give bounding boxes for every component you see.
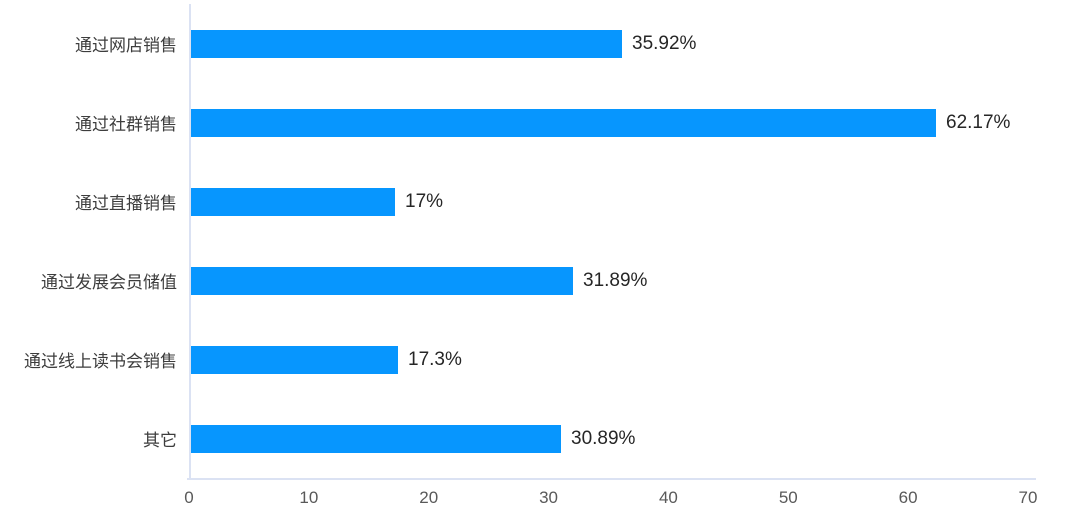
x-tick-label: 10 bbox=[299, 488, 319, 507]
x-tick-label: 0 bbox=[184, 488, 194, 507]
category-label: 通过线上读书会销售 bbox=[24, 352, 177, 371]
category-label: 通过社群销售 bbox=[75, 115, 177, 134]
chart-row: 通过直播销售 17% bbox=[0, 162, 1080, 241]
category-label: 通过发展会员储值 bbox=[41, 273, 177, 292]
bar bbox=[191, 187, 395, 216]
bar bbox=[191, 108, 936, 137]
x-tick-label: 60 bbox=[898, 488, 918, 507]
chart-row: 通过社群销售 62.17% bbox=[0, 83, 1080, 162]
bar bbox=[191, 266, 573, 295]
value-label: 17.3% bbox=[408, 348, 462, 370]
category-label: 通过网店销售 bbox=[75, 36, 177, 55]
x-tick-label: 30 bbox=[539, 488, 559, 507]
chart-row: 其它 30.89% bbox=[0, 399, 1080, 478]
bar bbox=[191, 345, 398, 374]
value-label: 31.89% bbox=[583, 269, 648, 291]
x-tick-label: 40 bbox=[658, 488, 678, 507]
chart-row: 通过线上读书会销售 17.3% bbox=[0, 320, 1080, 399]
value-label: 35.92% bbox=[632, 32, 697, 54]
x-tick-label: 50 bbox=[778, 488, 798, 507]
value-label: 17% bbox=[405, 190, 444, 212]
x-axis-line bbox=[187, 478, 1036, 480]
value-label: 30.89% bbox=[571, 427, 636, 449]
category-label: 其它 bbox=[143, 431, 177, 450]
bar bbox=[191, 424, 561, 453]
chart-row: 通过发展会员储值 31.89% bbox=[0, 241, 1080, 320]
x-tick-label: 20 bbox=[419, 488, 439, 507]
bar bbox=[191, 29, 622, 58]
chart-row: 通过网店销售 35.92% bbox=[0, 4, 1080, 83]
value-label: 62.17% bbox=[946, 111, 1011, 133]
y-axis-line bbox=[189, 4, 191, 480]
category-label: 通过直播销售 bbox=[75, 194, 177, 213]
x-tick-label: 70 bbox=[1018, 488, 1038, 507]
